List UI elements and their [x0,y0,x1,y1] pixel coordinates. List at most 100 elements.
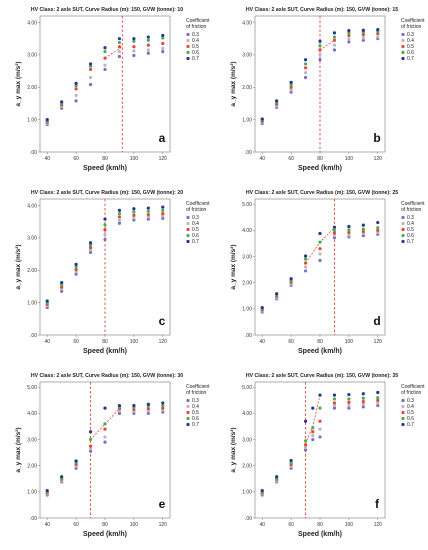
legend-label: 0.4 [407,221,414,227]
data-point-05 [376,228,380,232]
data-point-05 [361,229,365,234]
data-point-06 [303,257,308,261]
data-point-03 [103,237,107,242]
data-point-05 [161,41,165,46]
legend-label: 0.5 [407,227,414,233]
legend-marker [401,221,405,226]
legend-label: 0.6 [192,416,199,422]
x-axis-label: Speed (km/h) [83,348,127,355]
panel-label: d [373,314,380,328]
data-point-03 [332,406,337,410]
x-tick-label: 60 [73,339,79,345]
data-point-06 [332,35,337,39]
legend-label: 0.4 [192,404,199,410]
data-point-04 [318,427,322,431]
data-point-05 [146,43,150,47]
legend-label: 0.7 [407,56,414,62]
data-point-03 [146,217,150,221]
data-point-07 [161,401,165,405]
data-point-07 [103,46,107,50]
x-tick-label: 40 [44,156,50,162]
y-tick-label: 3.00 [242,53,252,59]
legend-marker [186,56,190,61]
chart-title: HV Class: 2 axle SUT, Curve Radius (m): … [246,190,398,196]
legend-label: 0.7 [192,239,199,245]
legend-title: of friction [186,390,207,396]
data-point-03 [74,99,78,103]
data-point-06 [132,210,136,214]
legend-label: 0.6 [192,233,199,239]
data-point-03 [103,67,107,72]
y-tick-label: 1.00 [242,117,252,123]
y-tick-label: .00 [245,333,252,339]
x-tick-label: 100 [345,156,354,162]
data-point-03 [332,48,337,52]
data-point-07 [260,117,264,121]
data-point-05 [318,419,322,423]
data-point-06 [88,437,93,442]
data-point-04 [318,53,322,57]
data-point-03 [376,403,380,408]
data-point-07 [289,277,293,281]
x-tick-label: 120 [374,522,383,528]
data-point-06 [347,397,351,401]
data-point-06 [161,208,165,212]
data-point-04 [117,218,122,222]
legend-label: 0.4 [407,38,414,44]
data-point-06 [289,83,293,87]
data-point-06 [74,84,78,88]
data-point-04 [361,402,365,406]
legend-label: 0.5 [407,44,414,50]
legend-marker [401,404,405,409]
data-point-05 [88,245,93,250]
y-tick-label: .00 [30,150,37,156]
legend-title: of friction [401,24,422,30]
data-point-07 [117,403,122,408]
trend-line [319,39,335,51]
data-point-04 [74,270,78,274]
legend-label: 0.5 [192,410,199,416]
data-point-07 [376,390,380,395]
y-axis-label: a_y max (m/s²) [15,244,22,289]
legend-label: 0.7 [192,422,199,428]
data-point-07 [303,419,308,423]
data-point-07 [318,39,322,43]
data-point-05 [347,230,351,235]
data-point-07 [60,475,64,479]
y-tick-label: 1.00 [27,117,37,123]
legend-label: 0.5 [407,410,414,416]
data-point-03 [146,411,150,415]
legend-label: 0.3 [192,398,199,404]
data-point-05 [132,213,136,217]
data-point-05 [161,211,165,216]
legend-marker [401,239,405,244]
legend-marker [186,50,190,55]
data-point-07 [275,99,279,103]
y-axis-label: a_y max (m/s²) [230,244,237,289]
panel-label: a [159,131,166,145]
y-tick-label: 3.00 [27,53,37,59]
data-point-04 [376,35,380,39]
x-axis-label: Speed (km/h) [298,531,342,538]
data-point-06 [332,397,337,401]
data-point-03 [117,221,122,225]
y-tick-label: 4.00 [242,411,252,417]
legend-marker [401,50,405,55]
data-point-06 [117,211,122,216]
data-point-05 [132,407,136,412]
data-point-07 [45,299,49,303]
x-axis-label: Speed (km/h) [83,165,127,172]
data-point-05 [303,443,308,447]
data-point-04 [303,71,308,75]
data-point-05 [74,87,78,91]
legend-label: 0.3 [407,215,414,221]
chart-title: HV Class: 2 axle SUT, Curve Radius (m): … [31,190,183,196]
data-point-06 [303,439,308,443]
data-point-04 [347,37,351,41]
legend-marker [186,221,190,226]
data-point-03 [117,54,122,59]
x-tick-label: 80 [102,339,108,345]
y-axis-label: a_y max (m/s²) [15,427,22,472]
data-point-03 [161,50,165,54]
legend-label: 0.3 [192,32,199,38]
